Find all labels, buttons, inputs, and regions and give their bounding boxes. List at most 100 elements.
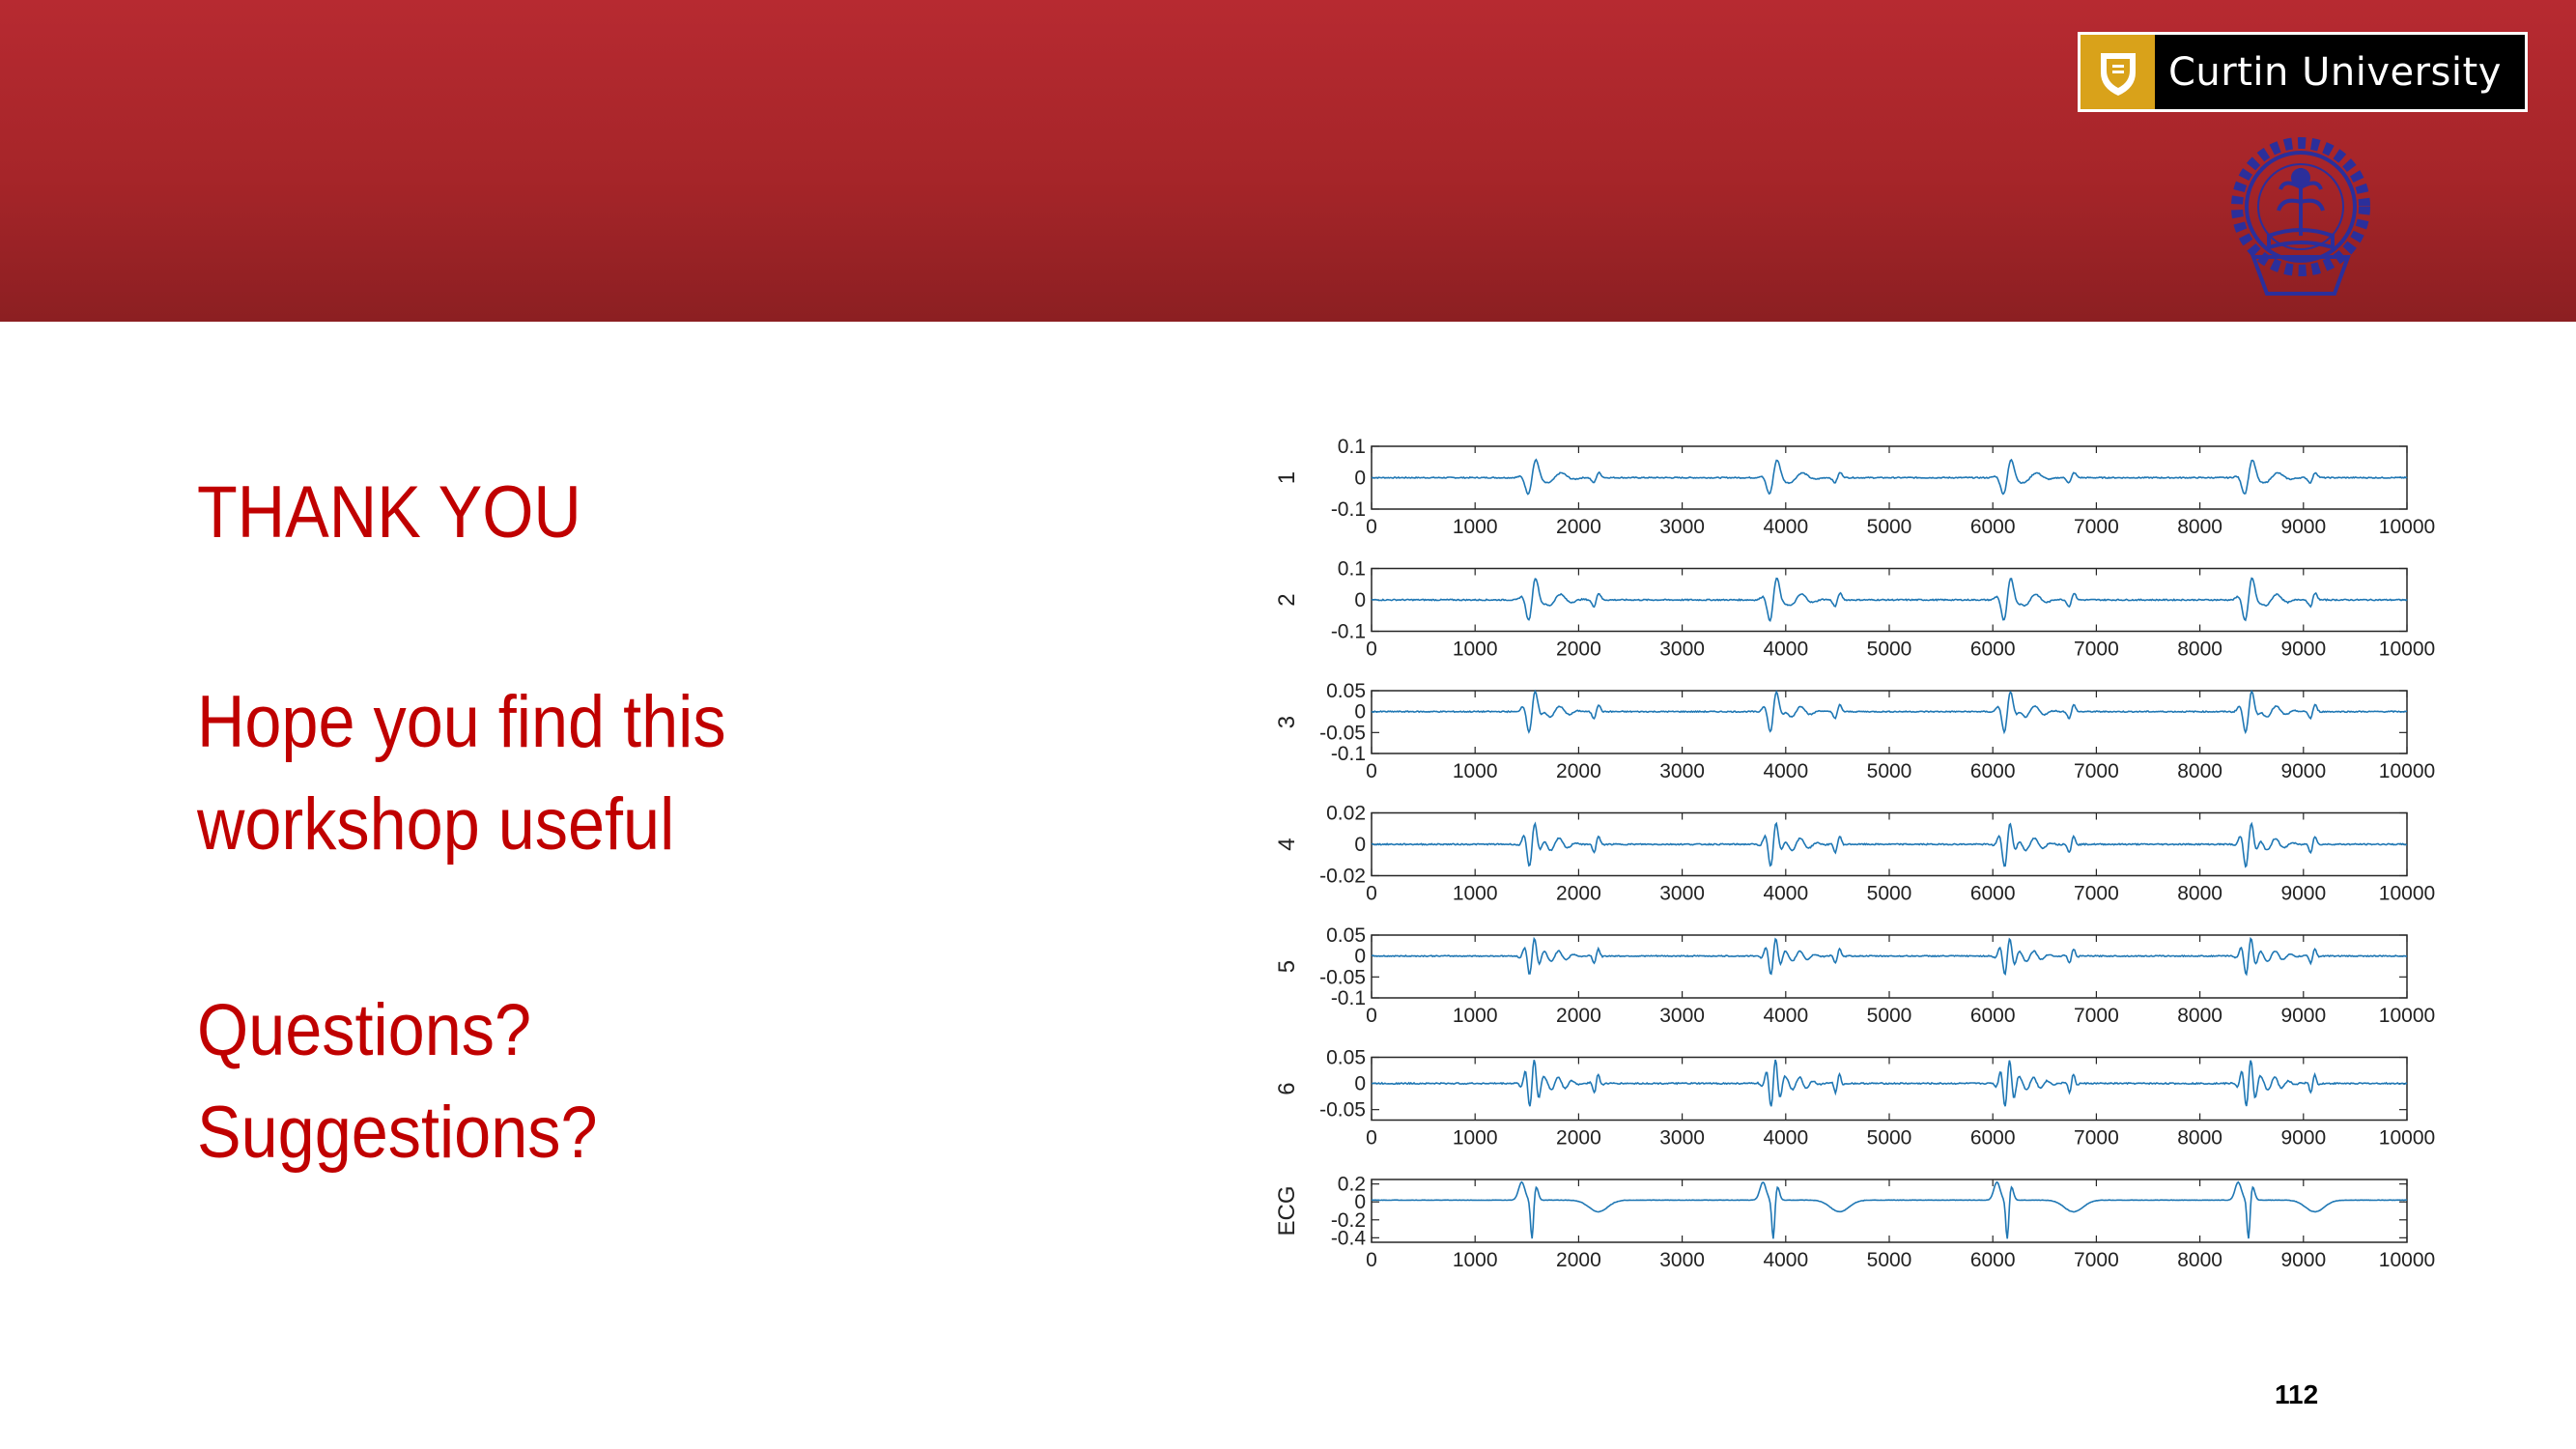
- x-tick-label: 6000: [1970, 760, 2016, 782]
- x-tick-label: 5000: [1867, 883, 1912, 905]
- y-tick-label: -0.05: [1319, 722, 1366, 744]
- x-tick-label: 2000: [1556, 516, 1601, 538]
- x-tick-label: 9000: [2280, 883, 2326, 905]
- signal-line-4: [1371, 821, 2408, 868]
- x-tick-label: 0: [1366, 1005, 1377, 1027]
- y-tick-label: -0.1: [1331, 743, 1366, 765]
- x-tick-label: 3000: [1659, 516, 1705, 538]
- question-line: Questions?: [197, 989, 532, 1071]
- y-tick-label: 0: [1354, 589, 1366, 611]
- y-tick-label: 0.2: [1338, 1174, 1366, 1196]
- thank-you-heading: THANK YOU: [197, 471, 581, 554]
- y-axis-label-7: ECG: [1274, 1185, 1300, 1236]
- x-tick-label: 1000: [1453, 516, 1498, 538]
- y-tick-label: 0: [1354, 834, 1366, 856]
- x-tick-label: 5000: [1867, 1249, 1912, 1271]
- x-tick-label: 0: [1366, 883, 1377, 905]
- x-tick-label: 7000: [2074, 1005, 2119, 1027]
- x-tick-label: 7000: [2074, 1127, 2119, 1150]
- signal-line-2: [1371, 577, 2408, 623]
- x-tick-label: 7000: [2074, 883, 2119, 905]
- x-tick-label: 5000: [1867, 639, 1912, 661]
- x-tick-label: 9000: [2280, 1005, 2326, 1027]
- y-tick-label: 0.1: [1338, 558, 1366, 581]
- y-tick-label: 0: [1354, 1191, 1366, 1213]
- y-tick-label: -0.1: [1331, 987, 1366, 1009]
- y-axis-label-4: 4: [1274, 838, 1300, 850]
- x-tick-label: 3000: [1659, 1005, 1705, 1027]
- x-tick-label: 10000: [2379, 883, 2435, 905]
- x-tick-label: 4000: [1763, 639, 1808, 661]
- x-tick-label: 4000: [1763, 760, 1808, 782]
- x-tick-label: 8000: [2177, 1005, 2222, 1027]
- x-tick-label: 5000: [1867, 1005, 1912, 1027]
- x-tick-label: 3000: [1659, 639, 1705, 661]
- y-tick-label: -0.02: [1319, 866, 1366, 888]
- x-tick-label: 7000: [2074, 639, 2119, 661]
- x-tick-label: 1000: [1453, 760, 1498, 782]
- x-tick-label: 8000: [2177, 1127, 2222, 1150]
- panel-frame-6: [1371, 1056, 2408, 1122]
- x-tick-label: 6000: [1970, 1005, 2016, 1027]
- x-tick-label: 5000: [1867, 516, 1912, 538]
- x-tick-label: 6000: [1970, 1127, 2016, 1150]
- y-tick-label: 0: [1354, 701, 1366, 724]
- x-tick-label: 5000: [1867, 1127, 1912, 1150]
- curtin-logo: Curtin University: [2078, 32, 2528, 112]
- curtin-shield-icon: [2081, 35, 2155, 109]
- x-tick-label: 2000: [1556, 639, 1601, 661]
- x-tick-label: 0: [1366, 1127, 1377, 1150]
- message-line-1: Hope you find this: [197, 681, 726, 763]
- x-tick-label: 7000: [2074, 1249, 2119, 1271]
- x-tick-label: 9000: [2280, 1249, 2326, 1271]
- x-tick-label: 8000: [2177, 639, 2222, 661]
- x-tick-label: 10000: [2379, 639, 2435, 661]
- signal-line-1: [1371, 458, 2408, 496]
- signal-line-ecg: [1371, 1180, 2408, 1239]
- panel-frame-3: [1371, 690, 2408, 754]
- x-tick-label: 0: [1366, 760, 1377, 782]
- x-tick-label: 8000: [2177, 1249, 2222, 1271]
- x-tick-label: 8000: [2177, 760, 2222, 782]
- y-axis-label-6: 6: [1274, 1082, 1300, 1094]
- y-axis-label-5: 5: [1274, 960, 1300, 973]
- x-tick-label: 0: [1366, 639, 1377, 661]
- x-tick-label: 9000: [2280, 639, 2326, 661]
- y-axis-label-1: 1: [1274, 471, 1300, 484]
- x-tick-label: 6000: [1970, 516, 2016, 538]
- message-line-2: workshop useful: [197, 783, 675, 866]
- y-tick-label: 0.02: [1326, 803, 1366, 825]
- x-tick-label: 9000: [2280, 516, 2326, 538]
- x-tick-label: 7000: [2074, 516, 2119, 538]
- wavelet-decomposition-chart: 0.10-0.110 1000 2000 3000 4000 5000 6000 7000 80…: [1274, 436, 2435, 1271]
- page-number: 112: [2275, 1379, 2319, 1409]
- x-tick-label: 7000: [2074, 760, 2119, 782]
- y-tick-label: -0.05: [1319, 1099, 1366, 1122]
- x-tick-label: 4000: [1763, 883, 1808, 905]
- x-tick-label: 2000: [1556, 1249, 1601, 1271]
- x-tick-label: 6000: [1970, 1249, 2016, 1271]
- x-tick-label: 4000: [1763, 516, 1808, 538]
- x-tick-label: 10000: [2379, 1127, 2435, 1150]
- x-tick-label: 6000: [1970, 883, 2016, 905]
- y-tick-label: 0.05: [1326, 1047, 1366, 1069]
- x-tick-label: 1000: [1453, 1127, 1498, 1150]
- x-tick-label: 3000: [1659, 1127, 1705, 1150]
- suggestion-line: Suggestions?: [197, 1092, 598, 1174]
- x-tick-label: 4000: [1763, 1249, 1808, 1271]
- x-tick-label: 4000: [1763, 1005, 1808, 1027]
- x-tick-label: 8000: [2177, 883, 2222, 905]
- x-tick-label: 2000: [1556, 1127, 1601, 1150]
- curtin-name: Curtin University: [2168, 49, 2502, 95]
- y-tick-label: 0: [1354, 468, 1366, 490]
- x-tick-label: 2000: [1556, 1005, 1601, 1027]
- x-tick-label: 5000: [1867, 760, 1912, 782]
- y-tick-label: 0.05: [1326, 680, 1366, 702]
- x-tick-label: 10000: [2379, 760, 2435, 782]
- y-tick-label: 0: [1354, 946, 1366, 968]
- x-tick-label: 6000: [1970, 639, 2016, 661]
- x-tick-label: 10000: [2379, 1005, 2435, 1027]
- y-axis-label-2: 2: [1274, 593, 1300, 606]
- x-tick-label: 2000: [1556, 883, 1601, 905]
- y-axis-label-3: 3: [1274, 716, 1300, 728]
